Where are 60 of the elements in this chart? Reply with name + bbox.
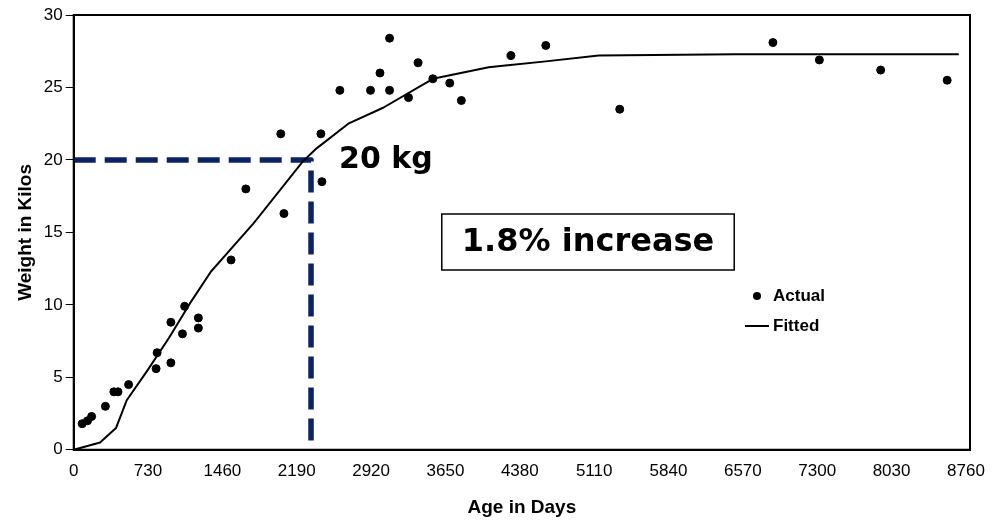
point <box>876 65 886 75</box>
point <box>316 129 326 139</box>
point <box>152 348 162 358</box>
point <box>276 129 286 139</box>
x-tick-label: 0 <box>68 460 79 480</box>
point <box>180 301 190 311</box>
point <box>124 380 134 390</box>
point <box>385 85 395 95</box>
point <box>226 255 236 265</box>
point <box>193 323 203 333</box>
point <box>166 358 176 368</box>
y-tick-label: 5 <box>53 367 63 387</box>
point <box>456 96 466 106</box>
x-tick-label: 2920 <box>352 460 391 480</box>
point <box>541 40 551 50</box>
x-tick-label: 5840 <box>649 460 688 480</box>
point <box>317 177 327 187</box>
x-tick-label: 1460 <box>203 460 242 480</box>
y-tick-label: 25 <box>43 77 63 97</box>
y-tick-label: 20 <box>43 149 63 169</box>
x-tick-label: 730 <box>133 460 163 480</box>
annotation: 1.8% increase <box>461 221 715 260</box>
legend-label: Actual <box>773 285 825 305</box>
point <box>615 104 625 114</box>
point <box>151 364 161 374</box>
annotation: 20 kg <box>339 139 433 175</box>
point <box>193 313 203 323</box>
point <box>506 51 516 61</box>
point <box>366 85 375 95</box>
point <box>768 38 778 48</box>
x-tick-label: 5110 <box>575 460 613 480</box>
y-axis-title: Weight in Kilos <box>13 163 35 301</box>
x-axis-title: Age in Days <box>467 495 577 517</box>
point <box>403 93 413 103</box>
point <box>445 78 455 88</box>
y-tick-label: 10 <box>43 294 63 314</box>
point <box>87 411 97 421</box>
point <box>428 74 438 84</box>
point <box>385 33 395 43</box>
point <box>942 75 952 85</box>
x-tick-label: 4380 <box>500 460 539 480</box>
y-tick-label: 15 <box>43 222 63 242</box>
y-tick-label: 30 <box>43 4 63 24</box>
x-tick-label: 2190 <box>277 460 316 480</box>
x-tick-label: 6570 <box>723 460 762 480</box>
point <box>100 401 110 411</box>
point <box>335 85 345 95</box>
point <box>166 317 176 327</box>
point <box>241 184 251 194</box>
point <box>375 68 385 78</box>
x-tick-label: 8760 <box>947 460 985 480</box>
x-tick-label: 7300 <box>798 460 837 480</box>
legend-label: Fitted <box>773 315 820 335</box>
point <box>279 209 289 219</box>
point <box>177 329 187 339</box>
y-tick-label: 0 <box>53 439 63 459</box>
x-tick-label: 3650 <box>426 460 465 480</box>
point <box>413 58 423 68</box>
x-tick-label: 8030 <box>872 460 911 480</box>
point <box>814 55 824 65</box>
